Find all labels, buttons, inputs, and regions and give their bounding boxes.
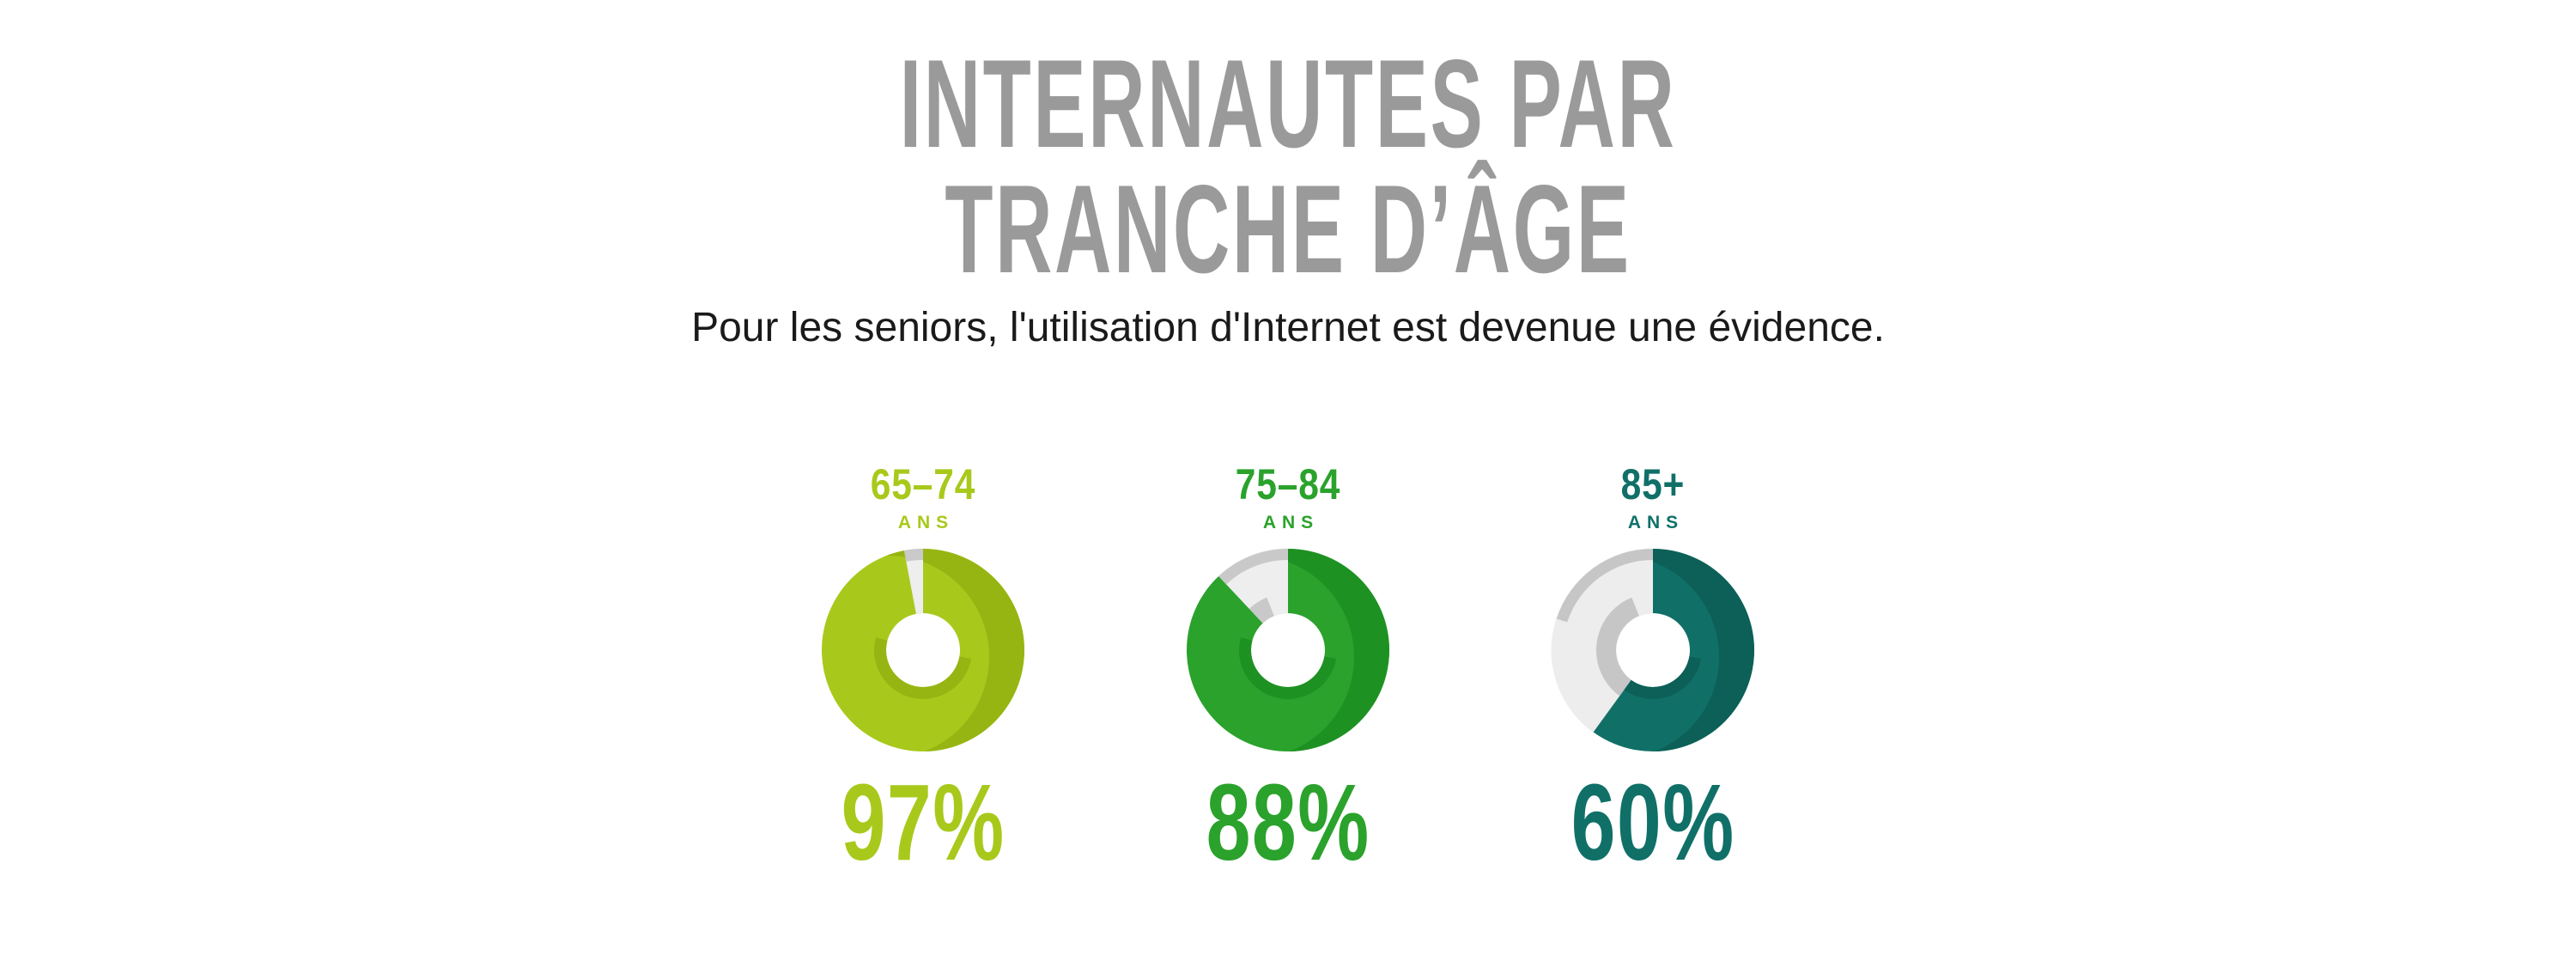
- donut-remainder-rim: [1218, 549, 1288, 585]
- subtitle: Pour les seniors, l'utilisation d'Intern…: [691, 305, 1885, 350]
- page-title-line-1: INTERNAUTES PAR: [899, 33, 1677, 173]
- donut-svg: [1187, 548, 1389, 752]
- donut-remainder-inner-shadow: [1249, 597, 1274, 623]
- donut-chart-group: 65–74 ANS 97%: [741, 463, 1106, 877]
- donut-chart: [818, 544, 1028, 755]
- age-unit-label: ANS: [897, 513, 955, 533]
- page-title: INTERNAUTES PAR TRANCHE D’ÂGE: [0, 41, 2576, 292]
- age-unit-label: ANS: [1627, 513, 1685, 533]
- age-range-label: 65–74: [870, 460, 976, 509]
- donut-chart-group: 75–84 ANS 88%: [1106, 463, 1471, 877]
- donut-3d-shading: [873, 549, 1024, 752]
- donut-remainder-rim: [903, 549, 923, 563]
- infographic-internet-users-by-age: INTERNAUTES PAR TRANCHE D’ÂGE Pour les s…: [0, 41, 2576, 877]
- age-unit-label: ANS: [1262, 513, 1320, 533]
- percentage-value: 88%: [1206, 762, 1370, 884]
- page-title-line-2: TRANCHE D’ÂGE: [945, 159, 1631, 299]
- donut-remainder-slice: [903, 548, 923, 615]
- percentage-value: 60%: [1571, 762, 1735, 884]
- donut-chart: [1548, 544, 1758, 755]
- donut-svg: [1551, 548, 1754, 752]
- donut-svg: [822, 548, 1024, 752]
- age-range-label: 85+: [1620, 460, 1686, 509]
- donut-remainder-inner-shadow: [1596, 597, 1639, 696]
- donut-remainder-rim: [1556, 549, 1653, 623]
- donut-chart: [1183, 544, 1393, 755]
- donut-chart-group: 85+ ANS 60%: [1471, 463, 1836, 877]
- age-range-label: 75–84: [1235, 460, 1341, 509]
- percentage-value: 97%: [841, 762, 1005, 884]
- donut-charts-row: 65–74 ANS 97% 75–84 ANS 88% 85+ ANS 60%: [0, 463, 2576, 877]
- donut-3d-shading: [1238, 549, 1389, 752]
